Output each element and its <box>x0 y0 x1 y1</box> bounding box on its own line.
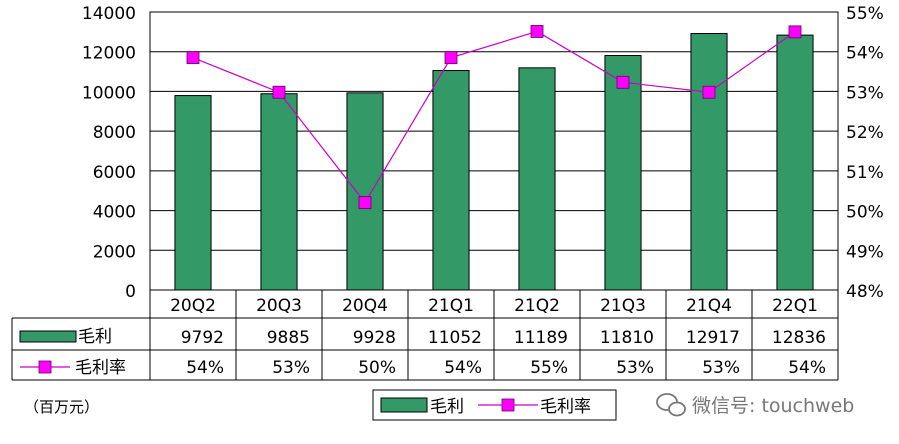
y-left-tick-label: 12000 <box>82 44 136 64</box>
margin-cell: 53% <box>702 358 740 378</box>
margin-point-20Q3 <box>272 85 286 99</box>
row-header-profit: 毛利 <box>78 327 112 347</box>
legend-label-profit: 毛利 <box>430 397 464 417</box>
margin-cell: 53% <box>616 358 654 378</box>
category-label: 21Q1 <box>428 296 474 316</box>
y-right-tick-label: 52% <box>846 123 884 143</box>
margin-cell: 50% <box>358 358 396 378</box>
margin-point-20Q2 <box>186 51 200 65</box>
margin-cell: 53% <box>272 358 310 378</box>
margin-cell: 54% <box>788 358 826 378</box>
profit-cell: 9885 <box>267 328 310 348</box>
margin-line <box>192 30 796 204</box>
category-label: 20Q4 <box>342 296 388 316</box>
margin-cell: 54% <box>186 358 224 378</box>
y-right-tick-label: 53% <box>846 83 884 103</box>
margin-point-21Q1 <box>444 51 458 65</box>
wechat-icon <box>656 393 686 417</box>
bar-21Q2 <box>518 67 556 291</box>
profit-cell: 11189 <box>514 328 568 348</box>
bar-20Q3 <box>260 93 298 291</box>
y-left-tick-label: 4000 <box>93 203 136 223</box>
profit-cell: 12917 <box>686 328 740 348</box>
category-label: 21Q2 <box>514 296 560 316</box>
profit-cell: 9928 <box>353 328 396 348</box>
profit-cell: 11052 <box>428 328 482 348</box>
row-header-marker-swatch <box>38 360 52 374</box>
margin-point-21Q4 <box>702 85 716 99</box>
profit-cell: 12836 <box>772 328 826 348</box>
y-right-tick-label: 54% <box>846 44 884 64</box>
category-label: 20Q2 <box>170 296 216 316</box>
margin-point-20Q4 <box>358 196 372 210</box>
y-right-tick-label: 50% <box>846 203 884 223</box>
category-label: 20Q3 <box>256 296 302 316</box>
unit-note: （百万元） <box>24 398 99 416</box>
margin-point-21Q3 <box>616 75 630 89</box>
watermark-text: 微信号: touchweb <box>692 395 854 417</box>
margin-point-21Q2 <box>530 25 544 38</box>
y-left-tick-label: 2000 <box>93 242 136 262</box>
category-label: 22Q1 <box>772 296 818 316</box>
bar-20Q4 <box>346 92 384 291</box>
bar-21Q3 <box>604 54 642 291</box>
legend-bar-swatch <box>380 397 428 413</box>
y-left-tick-label: 10000 <box>82 83 136 103</box>
legend-label-margin: 毛利率 <box>540 397 591 417</box>
margin-point-22Q1 <box>788 25 802 39</box>
wechat-icon-bubble-small <box>668 401 686 417</box>
legend-marker-swatch <box>501 398 515 412</box>
bar-21Q1 <box>432 70 470 291</box>
bar-20Q2 <box>174 95 212 291</box>
profit-cell: 11810 <box>600 328 654 348</box>
y-left-tick-label: 8000 <box>93 123 136 143</box>
y-left-tick-label: 14000 <box>82 4 136 24</box>
plot-frame <box>149 11 839 291</box>
bar-22Q1 <box>776 34 814 291</box>
bar-21Q4 <box>690 33 728 291</box>
y-left-tick-label: 6000 <box>93 163 136 183</box>
category-label: 21Q4 <box>686 296 732 316</box>
row-header-bar-swatch <box>19 330 77 343</box>
profit-cell: 9792 <box>181 328 224 348</box>
y-right-tick-label: 55% <box>846 4 884 24</box>
row-header-margin: 毛利率 <box>75 358 126 378</box>
margin-cell: 55% <box>530 358 568 378</box>
y-right-tick-label: 48% <box>846 282 884 302</box>
y-right-tick-label: 51% <box>846 163 884 183</box>
margin-cell: 54% <box>444 358 482 378</box>
y-right-tick-label: 49% <box>846 242 884 262</box>
y-left-tick-label: 0 <box>125 282 136 302</box>
category-label: 21Q3 <box>600 296 646 316</box>
